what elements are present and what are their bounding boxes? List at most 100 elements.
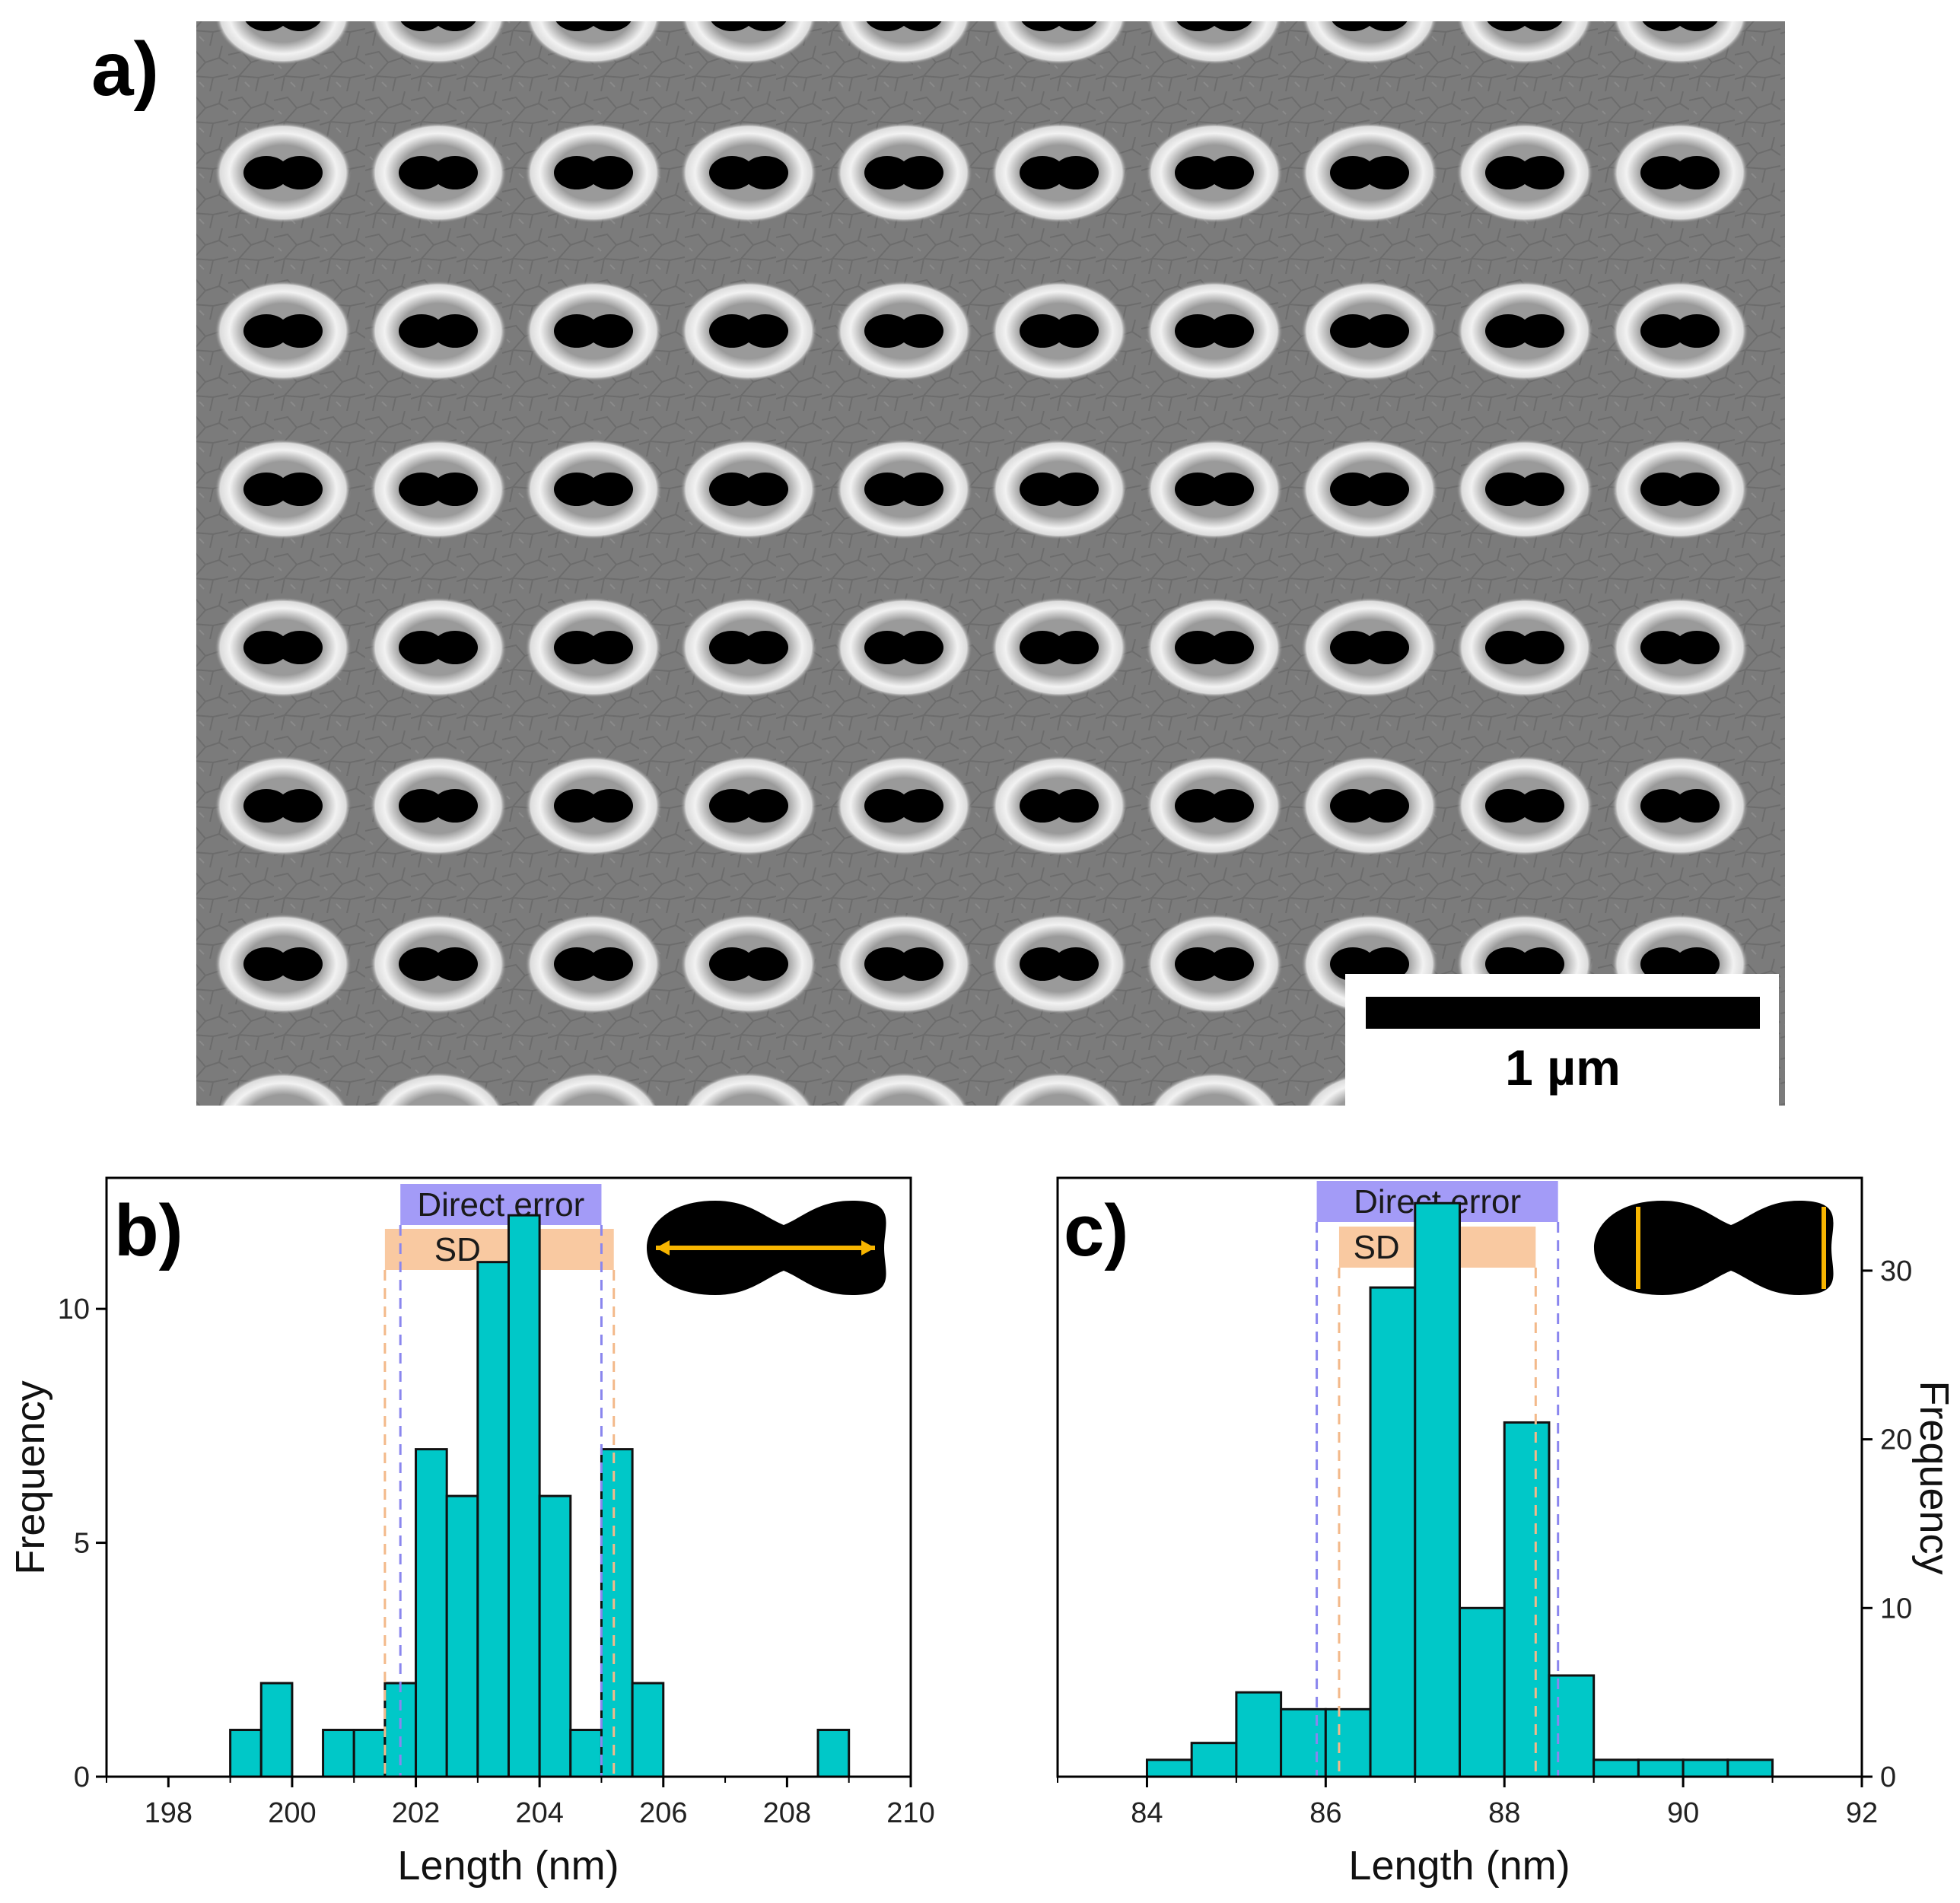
sem-hole	[835, 756, 972, 856]
histogram-bar	[229, 1729, 262, 1778]
sem-hole	[835, 597, 972, 698]
histogram-bar	[1280, 1707, 1327, 1778]
sd-label: SD	[1354, 1229, 1400, 1266]
y-tick-label: 30	[1880, 1255, 1912, 1287]
sem-hole	[1456, 21, 1593, 65]
histogram-bar	[508, 1214, 541, 1778]
chart-c-ylabel: Frequency	[1911, 1380, 1957, 1574]
x-tick-label: 202	[392, 1797, 440, 1829]
sem-hole	[1612, 21, 1748, 65]
sem-hole	[370, 756, 507, 856]
histogram-bar	[259, 1682, 294, 1778]
sem-hole	[1301, 597, 1438, 698]
x-tick-label: 204	[515, 1797, 563, 1829]
histogram-bar	[1548, 1674, 1596, 1778]
histogram-bar	[1190, 1742, 1238, 1778]
sem-hole	[839, 1072, 969, 1106]
x-tick-label: 92	[1846, 1797, 1878, 1829]
sem-hole	[680, 281, 817, 381]
sem-hole	[991, 281, 1128, 381]
direct-error-label: Direct error	[417, 1186, 584, 1224]
sem-hole	[1146, 914, 1283, 1014]
x-tick-label: 198	[145, 1797, 192, 1829]
histogram-bar	[631, 1682, 665, 1778]
chart-c-ticks: 84 86 88 90 920 10 20 30	[1057, 1255, 1912, 1829]
sem-hole	[994, 1072, 1124, 1106]
sem-image	[196, 21, 1785, 1106]
sem-hole	[1301, 439, 1438, 539]
chart-b-ylabel: Frequency	[8, 1380, 53, 1574]
sem-hole	[525, 439, 662, 539]
sem-hole	[1146, 123, 1283, 223]
histogram-bar	[415, 1448, 448, 1778]
sem-hole	[215, 756, 352, 856]
chart-c-band-lines	[1316, 1222, 1560, 1777]
chart-b-inset	[647, 1201, 886, 1295]
sem-hole	[215, 281, 352, 381]
sem-hole	[680, 123, 817, 223]
chart-c-panel-label: c)	[1064, 1190, 1128, 1271]
x-tick-label: 90	[1667, 1797, 1699, 1829]
x-tick-label: 88	[1488, 1797, 1520, 1829]
sem-hole	[218, 1072, 348, 1106]
histogram-bar	[1414, 1201, 1462, 1778]
histogram-bar	[1726, 1758, 1774, 1778]
sem-hole	[525, 914, 662, 1014]
sem-hole	[1456, 281, 1593, 381]
sem-hole	[370, 21, 507, 65]
chart-b-ticks: 198 200 202 204 206 208 210 0 5 10	[58, 1294, 935, 1829]
sem-hole	[1301, 281, 1438, 381]
x-tick-label: 208	[763, 1797, 811, 1829]
sem-hole	[1146, 439, 1283, 539]
sem-hole	[370, 597, 507, 698]
scale-bar-box	[1345, 974, 1779, 1109]
histogram-bar	[1459, 1606, 1506, 1778]
chart-c-frame	[1056, 1176, 1863, 1778]
sem-hole	[525, 21, 662, 65]
sem-hole	[370, 439, 507, 539]
sem-hole	[525, 756, 662, 856]
histogram-bar	[322, 1729, 355, 1778]
sem-hole	[525, 123, 662, 223]
sem-hole	[1146, 597, 1283, 698]
sem-hole	[1150, 1072, 1279, 1106]
chart-c-xlabel: Length (nm)	[1348, 1843, 1570, 1889]
sem-hole	[1301, 756, 1438, 856]
chart-b: Direct error SD 198 200 202 204 206 208 210 0 5 10…	[8, 1176, 935, 1889]
sem-hole	[215, 914, 352, 1014]
chart-b-panel-label: b)	[114, 1190, 183, 1271]
hole-array	[215, 21, 1748, 1106]
sem-hole	[680, 21, 817, 65]
sem-hole	[370, 123, 507, 223]
histogram-bar	[1503, 1421, 1551, 1778]
histogram-bar	[352, 1729, 387, 1778]
sem-hole	[1612, 756, 1748, 856]
sem-hole	[1612, 597, 1748, 698]
sem-hole	[835, 123, 972, 223]
x-tick-label: 200	[268, 1797, 316, 1829]
sem-hole	[1456, 756, 1593, 856]
histogram-bar	[1369, 1286, 1417, 1778]
y-tick-label: 20	[1880, 1424, 1912, 1456]
sem-hole	[215, 21, 352, 65]
sem-hole	[1146, 281, 1283, 381]
sem-hole	[835, 439, 972, 539]
histogram-bar	[1324, 1707, 1372, 1778]
sem-hole	[1456, 123, 1593, 223]
panel-a-label: a)	[91, 27, 159, 112]
sem-hole	[991, 756, 1128, 856]
sem-hole	[1456, 439, 1593, 539]
x-tick-label: 84	[1131, 1797, 1163, 1829]
sem-hole	[1456, 597, 1593, 698]
sem-hole	[374, 1072, 503, 1106]
histogram-bar	[538, 1494, 572, 1778]
histogram-bar	[1235, 1691, 1283, 1778]
sem-hole	[991, 21, 1128, 65]
y-tick-label: 0	[74, 1761, 90, 1793]
histogram-bar	[569, 1729, 603, 1778]
chart-c-inset-dimer	[1594, 1201, 1834, 1295]
chart-c-bars	[1145, 1201, 1774, 1778]
sd-label: SD	[434, 1231, 481, 1268]
scale-bar-label: 1 µm	[1505, 1039, 1621, 1096]
